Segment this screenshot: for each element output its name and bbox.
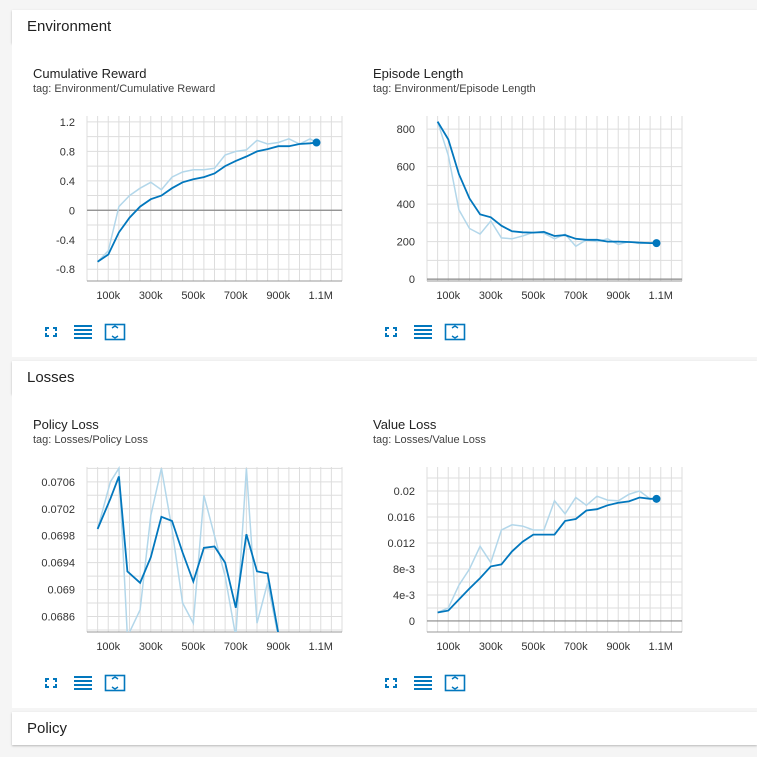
fullscreen-icon[interactable] xyxy=(380,322,402,342)
chart-card: Episode Length tag: Environment/Episode L… xyxy=(352,66,692,366)
chart-tag: tag: Losses/Value Loss xyxy=(373,434,486,446)
chart-plot: 0.02 0.016 0.012 8e-3 4e-3 0 100k 300k 500k 700k 9… xyxy=(387,467,683,653)
x-tick-label: 500k xyxy=(181,290,205,302)
chart-card: Policy Loss tag: Losses/Policy Loss 0.0706… xyxy=(12,417,352,717)
chart-plot: 0.0706 0.0702 0.0698 0.0694 0.069 0.0686 100k 3… xyxy=(41,465,343,653)
toggle-log-scale-icon[interactable] xyxy=(72,322,94,342)
y-tick-label: 0.02 xyxy=(394,486,415,498)
chart-plot: 800 600 400 200 0 100k 300k 500k 700k 900k 1.1M xyxy=(397,116,683,302)
section-body-losses: Policy Loss tag: Losses/Policy Loss 0.0706… xyxy=(12,394,757,708)
x-tick-label: 700k xyxy=(224,290,248,302)
x-tick-label: 500k xyxy=(521,290,545,302)
series-line-smoothed xyxy=(436,121,657,244)
fullscreen-icon[interactable] xyxy=(40,673,62,693)
grid xyxy=(86,116,343,281)
y-tick-label: 0.0706 xyxy=(41,477,75,489)
y-tick-label: 600 xyxy=(397,162,415,174)
y-tick-label: 0.016 xyxy=(387,512,415,524)
x-tick-label: 100k xyxy=(96,641,120,653)
y-tick-label: 0.0698 xyxy=(41,531,75,543)
fit-domain-icon[interactable] xyxy=(104,673,126,693)
x-tick-label: 300k xyxy=(479,290,503,302)
toggle-log-scale-icon[interactable] xyxy=(412,322,434,342)
y-tick-label: 0 xyxy=(409,616,415,628)
y-tick-label: 0.069 xyxy=(47,585,75,597)
grid xyxy=(426,116,683,281)
y-tick-label: 0 xyxy=(409,274,415,286)
y-tick-label: 200 xyxy=(397,237,415,249)
x-tick-label: 100k xyxy=(436,290,460,302)
x-tick-label: 1.1M xyxy=(309,290,333,302)
toggle-log-scale-icon[interactable] xyxy=(72,673,94,693)
x-tick-label: 1.1M xyxy=(649,290,673,302)
series-line-raw xyxy=(97,137,317,263)
y-tick-label: 0.8 xyxy=(60,146,75,158)
y-tick-label: 800 xyxy=(397,124,415,136)
y-tick-label: 0 xyxy=(69,205,75,217)
series-line-raw xyxy=(437,490,657,614)
x-tick-label: 700k xyxy=(564,641,588,653)
series-line-smoothed xyxy=(437,496,657,614)
y-tick-label: 1.2 xyxy=(60,117,75,129)
y-tick-label: 0.4 xyxy=(60,176,75,188)
section-header-losses[interactable]: Losses xyxy=(12,361,757,394)
y-tick-label: 8e-3 xyxy=(393,564,415,576)
series-line-raw xyxy=(96,465,279,632)
fit-domain-icon[interactable] xyxy=(444,322,466,342)
chart-title: Policy Loss xyxy=(33,417,99,432)
x-tick-label: 500k xyxy=(181,641,205,653)
chart-card: Value Loss tag: Losses/Value Loss 0.02 0.01… xyxy=(352,417,692,717)
x-tick-label: 700k xyxy=(564,290,588,302)
series-end-point xyxy=(312,138,321,147)
chart-title: Cumulative Reward xyxy=(33,66,147,81)
fullscreen-icon[interactable] xyxy=(380,673,402,693)
x-tick-label: 100k xyxy=(96,290,120,302)
chart-plot: 1.2 0.8 0.4 0 -0.4 -0.8 100k 300k 500k 700k 900k 1.… xyxy=(56,116,343,302)
grid xyxy=(426,467,683,632)
section-header-environment[interactable]: Environment xyxy=(12,10,757,43)
x-tick-label: 900k xyxy=(606,641,630,653)
chart-title: Value Loss xyxy=(373,417,437,432)
y-tick-label: 0.0686 xyxy=(41,612,75,624)
x-tick-label: 1.1M xyxy=(649,641,673,653)
series-line-raw xyxy=(436,121,657,248)
chart-tag: tag: Environment/Cumulative Reward xyxy=(33,83,216,95)
section-header-policy[interactable]: Policy xyxy=(12,712,757,745)
x-tick-label: 500k xyxy=(521,641,545,653)
x-tick-label: 300k xyxy=(139,641,163,653)
fit-domain-icon[interactable] xyxy=(444,673,466,693)
y-tick-label: -0.8 xyxy=(56,264,75,276)
grid xyxy=(86,467,343,632)
x-tick-label: 900k xyxy=(266,641,290,653)
toggle-log-scale-icon[interactable] xyxy=(412,673,434,693)
x-tick-label: 300k xyxy=(479,641,503,653)
chart-title: Episode Length xyxy=(373,66,464,81)
fit-domain-icon[interactable] xyxy=(104,322,126,342)
y-tick-label: 0.0702 xyxy=(41,504,75,516)
x-tick-label: 900k xyxy=(606,290,630,302)
y-tick-label: 400 xyxy=(397,199,415,211)
y-tick-label: 0.0694 xyxy=(41,558,75,570)
series-end-point xyxy=(652,239,661,248)
y-tick-label: 0.012 xyxy=(387,538,415,550)
y-tick-label: -0.4 xyxy=(56,235,75,247)
section-body-environment: Cumulative Reward tag: Environment/Cumula… xyxy=(12,43,757,357)
series-end-point xyxy=(652,494,661,503)
chart-tag: tag: Losses/Policy Loss xyxy=(33,434,148,446)
series-line-smoothed xyxy=(96,476,279,632)
x-tick-label: 900k xyxy=(266,290,290,302)
fullscreen-icon[interactable] xyxy=(40,322,62,342)
series-line-smoothed xyxy=(97,141,317,263)
x-tick-label: 1.1M xyxy=(309,641,333,653)
x-tick-label: 100k xyxy=(436,641,460,653)
chart-card: Cumulative Reward tag: Environment/Cumula… xyxy=(12,66,352,366)
x-tick-label: 700k xyxy=(224,641,248,653)
x-tick-label: 300k xyxy=(139,290,163,302)
y-tick-label: 4e-3 xyxy=(393,590,415,602)
chart-tag: tag: Environment/Episode Length xyxy=(373,83,536,95)
